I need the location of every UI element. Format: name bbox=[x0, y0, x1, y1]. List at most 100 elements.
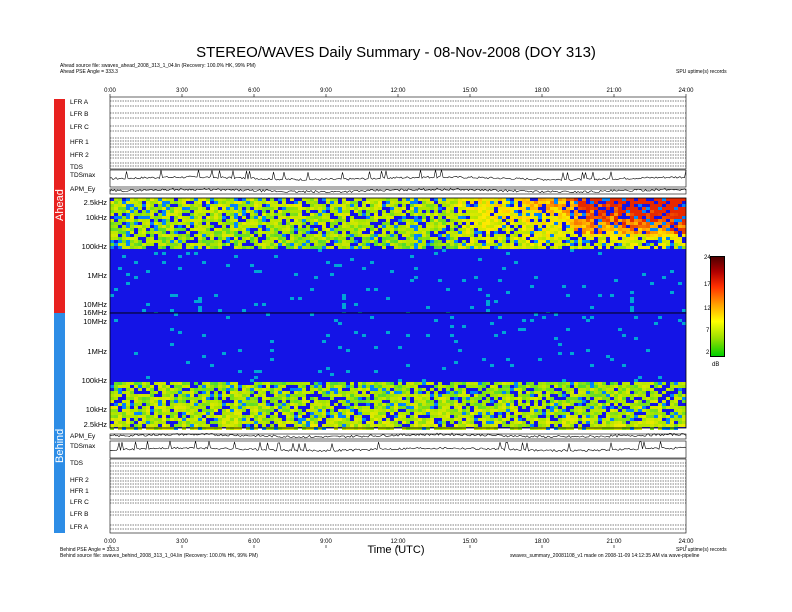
ahead-spectrum-cell bbox=[194, 204, 198, 207]
ahead-spectrum-cell bbox=[338, 213, 342, 216]
behind-spectrum-cell bbox=[298, 388, 302, 391]
ahead-spectrum-cell bbox=[222, 210, 226, 213]
ahead-spectrum-cell bbox=[394, 213, 398, 216]
behind-spectrum-cell bbox=[646, 424, 650, 427]
ahead-spectrum-cell bbox=[226, 207, 230, 210]
ahead-spectrum-cell bbox=[142, 198, 146, 201]
behind-spectrum-cell bbox=[234, 418, 238, 421]
ahead-spectrum-cell bbox=[302, 237, 306, 240]
behind-spectrum-cell bbox=[282, 409, 286, 412]
behind-spectrum-cell bbox=[618, 388, 622, 391]
behind-spectrum-cell bbox=[162, 394, 166, 397]
behind-spectrum-cell bbox=[170, 415, 174, 418]
behind-spectrum-cell bbox=[286, 409, 290, 412]
behind-spectrum-cell bbox=[482, 424, 486, 427]
ahead-spectrum-cell bbox=[490, 210, 494, 213]
ahead-spectrum-cell bbox=[118, 201, 122, 204]
ahead-spectrum-cell bbox=[666, 216, 670, 219]
ahead-spectrum-cell bbox=[310, 207, 314, 210]
ahead-spectrum-cell bbox=[466, 234, 470, 237]
behind-freq-tick: 1MHz bbox=[87, 347, 107, 356]
behind-spectrum-cell bbox=[414, 397, 418, 400]
ahead-spectrum-cell bbox=[442, 210, 446, 213]
behind-spectrum-cell bbox=[210, 394, 214, 397]
behind-spectrum-cell bbox=[418, 388, 422, 391]
ahead-spectrum-cell bbox=[210, 210, 214, 213]
ahead-spectrum-cell bbox=[314, 207, 318, 210]
ahead-spectrum-cell bbox=[190, 219, 194, 222]
ahead-spectrum-cell bbox=[630, 228, 634, 231]
behind-spectrum-cell bbox=[598, 388, 602, 391]
ahead-spectrum-cell bbox=[130, 243, 134, 246]
behind-spectrum-cell bbox=[134, 382, 138, 385]
behind-spectrum-cell bbox=[666, 388, 670, 391]
ahead-spectrum-cell bbox=[250, 201, 254, 204]
ahead-spectrum-cell bbox=[366, 243, 370, 246]
behind-spectrum-cell bbox=[494, 403, 498, 406]
behind-spectrum-cell bbox=[374, 412, 378, 415]
behind-spectrum-cell bbox=[442, 427, 446, 430]
ahead-spectrum-cell bbox=[546, 207, 550, 210]
behind-spectrum-cell bbox=[238, 403, 242, 406]
behind-spectrum-cell bbox=[114, 424, 118, 427]
ahead-spectrum-cell bbox=[394, 225, 398, 228]
behind-spectrum-cell bbox=[542, 400, 546, 403]
ahead-spectrum-cell bbox=[362, 222, 366, 225]
behind-spectrum-cell bbox=[562, 382, 566, 385]
ahead-spectrum-cell bbox=[542, 240, 546, 243]
ahead-spectrum-cell bbox=[258, 207, 262, 210]
behind-spectrum-cell bbox=[358, 385, 362, 388]
ahead-spectrum-cell bbox=[654, 246, 658, 249]
ahead-spectrum-cell bbox=[406, 231, 410, 234]
ahead-spectrum-cell bbox=[278, 198, 282, 201]
ahead-spectrum-cell bbox=[170, 207, 174, 210]
behind-spectrum-cell bbox=[230, 394, 234, 397]
ahead-spectrum-cell bbox=[486, 228, 490, 231]
behind-spectrum-cell bbox=[194, 382, 198, 385]
ahead-spectrum-cell bbox=[374, 234, 378, 237]
behind-spectrum-cell bbox=[554, 391, 558, 394]
ahead-spectrum-cell bbox=[506, 204, 510, 207]
behind-spectrum-cell bbox=[486, 382, 490, 385]
behind-spectrum-cell bbox=[502, 391, 506, 394]
behind-spectrum-cell bbox=[402, 421, 406, 424]
behind-spectrum-cell bbox=[522, 328, 526, 331]
behind-spectrum-cell bbox=[386, 385, 390, 388]
ahead-spectrum-cell bbox=[358, 225, 362, 228]
behind-spectrum-cell bbox=[178, 385, 182, 388]
ahead-spectrum-cell bbox=[250, 237, 254, 240]
behind-spectrum-cell bbox=[526, 385, 530, 388]
ahead-spectrum-cell bbox=[354, 222, 358, 225]
ahead-spectrum-cell bbox=[670, 270, 674, 273]
behind-spectrum-cell bbox=[486, 406, 490, 409]
ahead-spectrum-cell bbox=[118, 246, 122, 249]
behind-spectrum-cell bbox=[270, 340, 274, 343]
behind-spectrum-cell bbox=[182, 418, 186, 421]
ahead-spectrum-cell bbox=[454, 198, 458, 201]
behind-spectrum-cell bbox=[650, 409, 654, 412]
behind-spectrum-cell bbox=[278, 397, 282, 400]
behind-spectrum-cell bbox=[558, 421, 562, 424]
behind-spectrum-cell bbox=[626, 382, 630, 385]
behind-spectrum-cell bbox=[362, 424, 366, 427]
behind-spectrum-cell bbox=[382, 415, 386, 418]
ahead-spectrum-cell bbox=[326, 201, 330, 204]
behind-spectrum-cell bbox=[586, 406, 590, 409]
ahead-spectrum-cell bbox=[446, 246, 450, 249]
ahead-spectrum-cell bbox=[242, 225, 246, 228]
ahead-spectrum-cell bbox=[350, 207, 354, 210]
colorbar-unit: dB bbox=[712, 362, 720, 368]
ahead-spectrum-cell bbox=[618, 219, 622, 222]
ahead-spectrum-cell bbox=[614, 228, 618, 231]
behind-spectrum-cell bbox=[414, 385, 418, 388]
ahead-spectrum-cell bbox=[658, 243, 662, 246]
ahead-spectrum-cell bbox=[502, 207, 506, 210]
behind-spectrum-cell bbox=[446, 415, 450, 418]
behind-spectrum-cell bbox=[182, 400, 186, 403]
ahead-spectrum-cell bbox=[602, 240, 606, 243]
ahead-spectrum-cell bbox=[330, 207, 334, 210]
behind-uptime-note: SPU uptime(s) records bbox=[676, 547, 727, 553]
behind-spectrum-cell bbox=[394, 400, 398, 403]
ahead-spectrum-cell bbox=[278, 243, 282, 246]
ahead-spectrum-cell bbox=[482, 225, 486, 228]
